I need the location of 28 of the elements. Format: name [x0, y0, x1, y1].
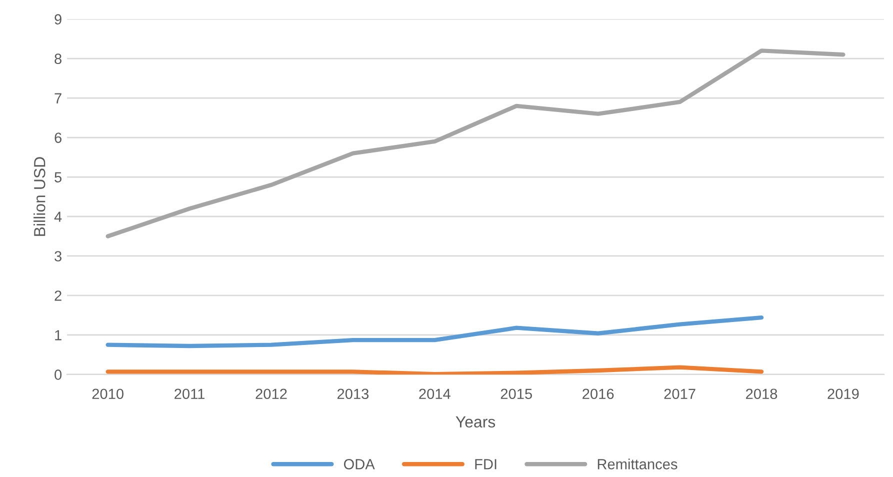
x-tick-label: 2015	[500, 388, 532, 400]
y-tick-label: 9	[54, 14, 62, 25]
x-tick-label: 2014	[419, 388, 450, 400]
x-tick-label: 2016	[582, 388, 614, 400]
x-tick-label: 2018	[746, 388, 778, 400]
x-tick-label: 2019	[828, 388, 859, 400]
y-tick-label: 1	[55, 330, 62, 340]
x-tick-label: 2012	[256, 388, 287, 400]
line-series	[106, 48, 846, 238]
y-tick-label: 5	[54, 172, 62, 182]
y-tick-label: 8	[54, 54, 62, 64]
x-tick-label: 2011	[174, 388, 205, 400]
x-tick-label: 2017	[664, 388, 696, 400]
y-tick-label: 2	[54, 290, 62, 301]
y-tick-label: 4	[54, 212, 62, 222]
x-tick-label: 2013	[337, 388, 369, 400]
line-series	[106, 316, 764, 348]
line-series	[106, 365, 764, 374]
x-axis-title: Years	[456, 416, 496, 428]
legend-label: FDI	[475, 459, 496, 470]
legend-label: ODA	[344, 459, 375, 470]
y-tick-label: 0	[54, 370, 62, 380]
y-tick-label: 3	[54, 251, 62, 262]
y-tick-label: 7	[54, 93, 62, 104]
legend-label: Remittances	[598, 458, 678, 470]
x-tick-label: 2010	[92, 388, 124, 400]
y-tick-label: 6	[54, 132, 62, 143]
y-axis-title: Billion USD	[34, 157, 46, 236]
